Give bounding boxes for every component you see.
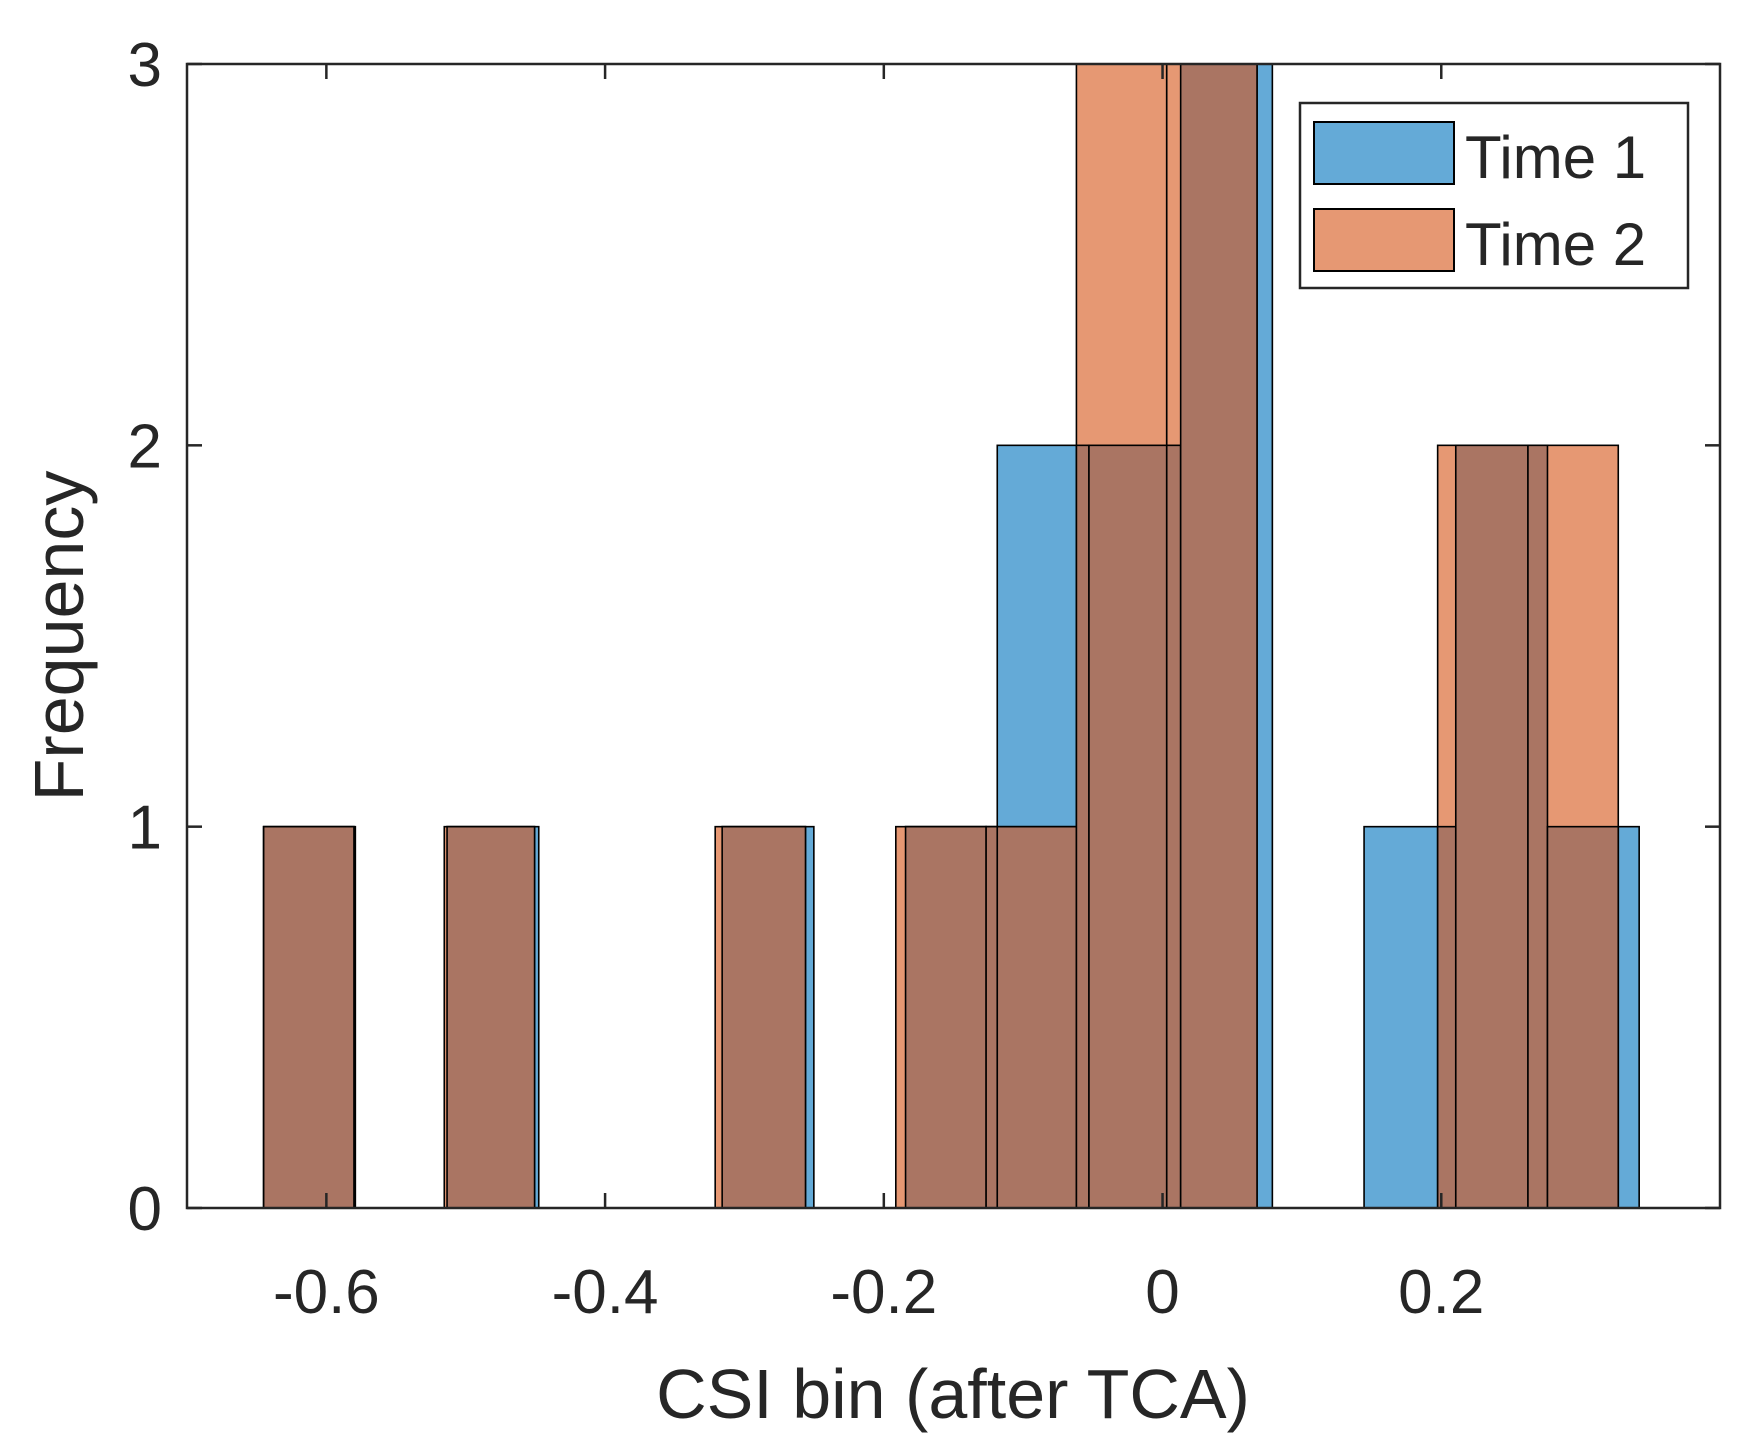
- overlap-region-4: [985, 825, 999, 1209]
- x-tick-label-1: -0.4: [552, 1258, 659, 1327]
- overlap-region-11: [1454, 444, 1529, 1209]
- legend-swatch-time-1: [1313, 121, 1455, 185]
- overlap-region-1: [446, 825, 536, 1209]
- x-axis-label: CSI bin (after TCA): [656, 1355, 1250, 1433]
- x-tick-labels: -0.6 -0.4 -0.2 0 0.2: [273, 1258, 1484, 1327]
- overlap-region-5: [996, 825, 1078, 1209]
- overlap-region-13: [1546, 825, 1620, 1209]
- overlap-region-6: [1075, 444, 1090, 1209]
- overlap-region-10: [1436, 825, 1457, 1209]
- y-tick-label-0: 0: [128, 1175, 162, 1244]
- overlap-region-9: [1179, 63, 1258, 1209]
- y-tick-label-2: 2: [128, 412, 162, 481]
- x-tick-label-0: -0.6: [273, 1258, 380, 1327]
- y-tick-label-1: 1: [128, 794, 162, 863]
- overlap-layer: [262, 63, 1620, 1209]
- x-tick-label-3: 0: [1145, 1258, 1179, 1327]
- overlap-region-3: [904, 825, 987, 1209]
- overlap-region-12: [1527, 444, 1549, 1209]
- y-tick-label-3: 3: [128, 31, 162, 100]
- overlap-region-8: [1165, 444, 1182, 1209]
- overlap-region-7: [1088, 444, 1168, 1209]
- overlap-region-2: [721, 825, 807, 1209]
- x-tick-label-4: 0.2: [1398, 1258, 1484, 1327]
- legend-label-time-1: Time 1: [1465, 124, 1646, 191]
- legend-swatch-time-2: [1313, 208, 1455, 272]
- legend-label-time-2: Time 2: [1465, 211, 1646, 278]
- x-tick-label-2: -0.2: [830, 1258, 937, 1327]
- overlap-region-0: [262, 825, 355, 1209]
- legend: Time 1 Time 2: [1298, 101, 1690, 290]
- y-tick-labels: 0 1 2 3: [128, 31, 162, 1244]
- axes-box: [185, 62, 1722, 1210]
- ticks-layer: [187, 62, 1720, 1210]
- y-axis-label: Frequency: [20, 471, 98, 802]
